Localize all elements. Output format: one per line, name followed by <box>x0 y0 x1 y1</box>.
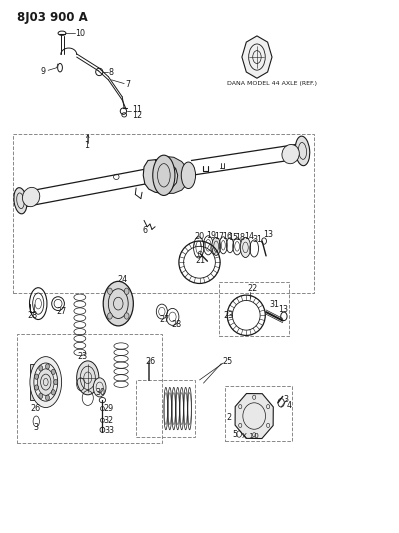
Ellipse shape <box>22 188 40 207</box>
Ellipse shape <box>107 288 112 294</box>
Text: 22: 22 <box>247 284 258 293</box>
Ellipse shape <box>282 144 299 164</box>
Ellipse shape <box>54 379 57 385</box>
Bar <box>225 386 292 441</box>
Ellipse shape <box>153 155 175 196</box>
Ellipse shape <box>295 136 310 166</box>
Ellipse shape <box>45 364 49 369</box>
Text: 15: 15 <box>228 233 239 242</box>
Text: 3: 3 <box>284 394 288 403</box>
Text: 32: 32 <box>104 416 114 425</box>
Ellipse shape <box>124 288 129 294</box>
Text: 27: 27 <box>159 315 169 324</box>
Text: X 10: X 10 <box>242 433 259 439</box>
Ellipse shape <box>212 237 221 255</box>
Ellipse shape <box>107 313 112 319</box>
Text: 17: 17 <box>215 232 225 241</box>
Text: 25: 25 <box>223 358 233 367</box>
Ellipse shape <box>51 390 55 395</box>
Text: 8J03 900 A: 8J03 900 A <box>17 11 88 24</box>
Ellipse shape <box>93 378 106 397</box>
Bar <box>17 334 162 442</box>
Ellipse shape <box>51 369 55 375</box>
Text: 31: 31 <box>269 300 279 309</box>
Polygon shape <box>143 159 179 193</box>
Bar <box>136 380 195 437</box>
Text: 5: 5 <box>233 430 238 439</box>
Bar <box>30 364 36 400</box>
Text: 33: 33 <box>105 426 115 435</box>
Text: 4: 4 <box>286 401 292 410</box>
Ellipse shape <box>34 374 38 379</box>
Text: 2: 2 <box>227 413 231 422</box>
Text: 20: 20 <box>195 232 205 241</box>
Text: 31: 31 <box>253 235 263 244</box>
Text: 3: 3 <box>34 423 39 432</box>
Text: 30: 30 <box>96 388 106 397</box>
Text: 10: 10 <box>75 29 85 38</box>
Text: 28: 28 <box>171 320 181 329</box>
Ellipse shape <box>39 393 43 399</box>
Bar <box>13 134 314 293</box>
Ellipse shape <box>45 395 49 400</box>
Ellipse shape <box>240 237 251 257</box>
Text: 8: 8 <box>109 68 113 77</box>
Text: 24: 24 <box>117 274 128 284</box>
Ellipse shape <box>77 361 99 395</box>
Text: 19: 19 <box>207 231 217 240</box>
Bar <box>219 282 289 336</box>
Text: 12: 12 <box>132 111 142 120</box>
Ellipse shape <box>103 281 133 326</box>
Text: 7: 7 <box>125 80 130 89</box>
Text: 23: 23 <box>223 311 233 320</box>
Text: 6: 6 <box>142 227 148 236</box>
Polygon shape <box>155 156 188 193</box>
Text: 28: 28 <box>27 311 37 320</box>
Ellipse shape <box>39 366 43 371</box>
Text: 14: 14 <box>244 232 254 241</box>
Ellipse shape <box>38 369 54 395</box>
Text: 9: 9 <box>40 67 45 76</box>
Text: 27: 27 <box>57 307 67 316</box>
Text: DANA MODEL 44 AXLE (REF.): DANA MODEL 44 AXLE (REF.) <box>227 81 317 86</box>
Ellipse shape <box>34 385 38 390</box>
Polygon shape <box>235 393 273 439</box>
Text: 1: 1 <box>84 141 89 150</box>
Text: 16: 16 <box>222 232 232 241</box>
Text: 21: 21 <box>196 256 205 265</box>
Text: 11: 11 <box>132 105 142 114</box>
Text: 23: 23 <box>77 352 88 361</box>
Polygon shape <box>242 36 272 78</box>
Ellipse shape <box>30 357 61 408</box>
Text: 13: 13 <box>263 230 273 239</box>
Text: 18: 18 <box>235 233 245 242</box>
Text: 26: 26 <box>146 358 156 367</box>
Text: 26: 26 <box>30 404 40 413</box>
Text: 29: 29 <box>104 404 114 413</box>
Text: 13: 13 <box>278 305 288 314</box>
Ellipse shape <box>181 162 196 189</box>
Ellipse shape <box>14 188 27 214</box>
Ellipse shape <box>124 313 129 319</box>
